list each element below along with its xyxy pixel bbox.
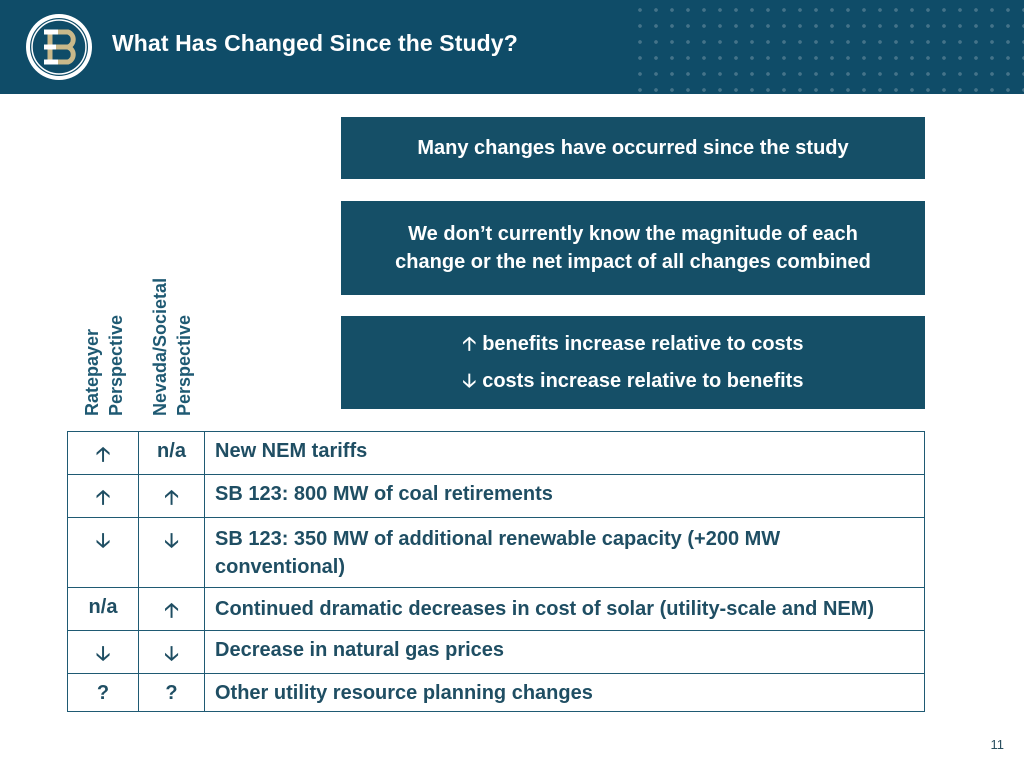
societal-label-line2: Perspective xyxy=(174,314,194,416)
societal-cell: n/a xyxy=(138,431,205,475)
ratepayer-cell: 🡡 xyxy=(67,431,139,475)
callout-text: Many changes have occurred since the stu… xyxy=(417,136,849,159)
page-number: 11 xyxy=(990,737,1005,752)
change-cell: Decrease in natural gas prices xyxy=(204,630,925,674)
change-cell: Continued dramatic decreases in cost of … xyxy=(204,587,925,631)
callout-changes-occurred: Many changes have occurred since the stu… xyxy=(341,117,925,179)
page-title: What Has Changed Since the Study? xyxy=(112,30,518,56)
arrow-down-icon: 🡣 xyxy=(462,370,477,392)
callout-magnitude-unknown: We don’t currently know the magnitude of… xyxy=(341,201,925,295)
legend-up-text: benefits increase relative to costs xyxy=(482,332,804,355)
e3-logo-icon xyxy=(26,14,92,80)
ratepayer-cell: 🡡 xyxy=(67,474,139,518)
societal-column-label: Nevada/Societal Perspective xyxy=(148,278,196,416)
ratepayer-label-line1: Ratepayer xyxy=(82,328,102,416)
ratepayer-cell: ? xyxy=(67,673,139,712)
societal-cell: 🡡 xyxy=(138,474,205,518)
arrow-up-icon: 🡡 xyxy=(462,333,477,355)
callout-text-line1: We don’t currently know the magnitude of… xyxy=(408,223,858,245)
change-cell: New NEM tariffs xyxy=(204,431,925,475)
table-row: ? ? Other utility resource planning chan… xyxy=(67,673,925,712)
table-row: 🡣 🡣 SB 123: 350 MW of additional renewab… xyxy=(67,517,925,588)
header-banner: What Has Changed Since the Study? xyxy=(0,0,1024,94)
legend-down-row: 🡣 costs increase relative to benefits xyxy=(463,363,804,400)
table-row: n/a 🡡 Continued dramatic decreases in co… xyxy=(67,587,925,631)
change-cell: Other utility resource planning changes xyxy=(204,673,925,712)
ratepayer-cell: n/a xyxy=(67,587,139,631)
change-cell: SB 123: 350 MW of additional renewable c… xyxy=(204,517,925,588)
ratepayer-label-line2: Perspective xyxy=(106,314,126,416)
table-row: 🡡 n/a New NEM tariffs xyxy=(67,431,925,475)
callout-legend: 🡡 benefits increase relative to costs 🡣 … xyxy=(341,316,925,409)
callout-text-line2: change or the net impact of all changes … xyxy=(395,251,871,273)
change-cell: SB 123: 800 MW of coal retirements xyxy=(204,474,925,518)
ratepayer-cell: 🡣 xyxy=(67,517,139,588)
legend-up-row: 🡡 benefits increase relative to costs xyxy=(463,326,804,363)
table-row: 🡣 🡣 Decrease in natural gas prices xyxy=(67,630,925,674)
societal-cell: 🡡 xyxy=(138,587,205,631)
legend-down-text: costs increase relative to benefits xyxy=(482,369,804,392)
societal-cell: 🡣 xyxy=(138,517,205,588)
ratepayer-column-label: Ratepayer Perspective xyxy=(80,315,128,416)
table-row: 🡡 🡡 SB 123: 800 MW of coal retirements xyxy=(67,474,925,518)
ratepayer-cell: 🡣 xyxy=(67,630,139,674)
dot-pattern xyxy=(628,0,1024,94)
societal-cell: 🡣 xyxy=(138,630,205,674)
societal-label-line1: Nevada/Societal xyxy=(150,277,170,416)
societal-cell: ? xyxy=(138,673,205,712)
changes-table: 🡡 n/a New NEM tariffs 🡡 🡡 SB 123: 800 MW… xyxy=(67,431,925,712)
